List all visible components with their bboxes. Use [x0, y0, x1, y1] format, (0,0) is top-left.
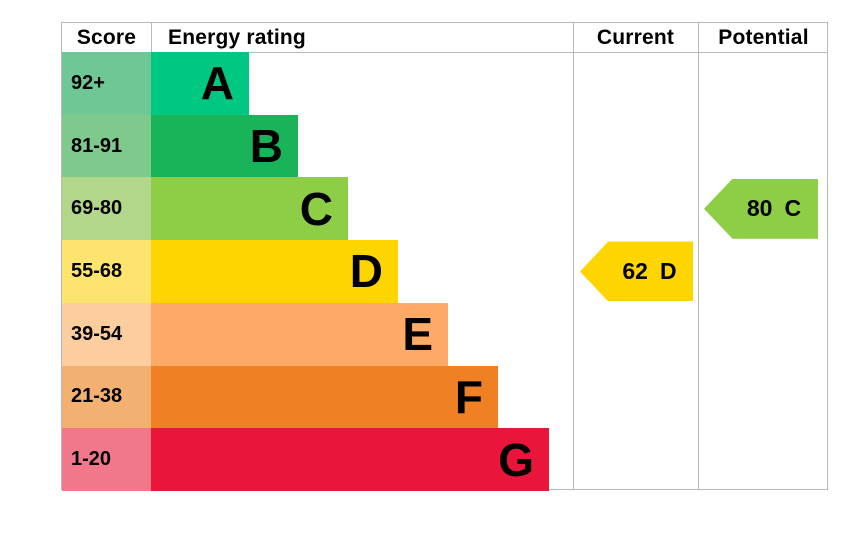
- band-row-c: 69-80 C: [62, 177, 827, 241]
- band-row-g: 1-20 G: [62, 428, 827, 491]
- rating-bar-g: G: [151, 428, 549, 491]
- potential-column-header: Potential: [718, 25, 809, 49]
- band-row-f: 21-38 F: [62, 365, 827, 429]
- score-range-cell-c: 69-80: [62, 177, 151, 241]
- rating-bar-c: C: [151, 177, 348, 241]
- rating-bar-e: E: [151, 302, 448, 366]
- current-score-value: 62: [622, 257, 648, 284]
- rating-letter-a: A: [200, 57, 234, 110]
- score-rating-divider-line: [151, 23, 152, 52]
- rating-bar-b: B: [151, 114, 298, 178]
- score-range-cell-a: 92+: [62, 52, 151, 115]
- current-potential-divider-line: [698, 23, 699, 489]
- current-rating-letter: D: [659, 257, 677, 284]
- rating-bar-f: F: [151, 365, 498, 429]
- score-range-cell-b: 81-91: [62, 114, 151, 178]
- band-row-b: 81-91 B: [62, 114, 827, 178]
- rating-bar-a: A: [151, 52, 249, 115]
- energy-rating-column-header: Energy rating: [168, 25, 306, 49]
- rating-letter-c: C: [299, 182, 333, 235]
- potential-score-value: 80: [746, 195, 773, 222]
- current-column-header: Current: [596, 25, 675, 49]
- score-range-cell-f: 21-38: [62, 365, 151, 429]
- band-row-d: 55-68 D: [62, 240, 827, 303]
- rating-bar-d: D: [151, 240, 398, 303]
- rating-letter-d: D: [349, 245, 383, 298]
- potential-rating-letter: C: [784, 195, 802, 222]
- band-row-a: 92+ A: [62, 52, 827, 115]
- potential-rating-arrow: 80 C: [704, 178, 818, 239]
- score-column-header: Score: [76, 25, 137, 49]
- score-range-cell-d: 55-68: [62, 240, 151, 303]
- rating-table: Score Energy rating Current Potential 92…: [61, 22, 828, 491]
- score-range-cell-g: 1-20: [62, 428, 151, 491]
- rating-letter-b: B: [249, 120, 283, 173]
- rating-letter-e: E: [402, 308, 433, 361]
- rating-letter-f: F: [454, 370, 483, 423]
- rating-letter-g: G: [498, 433, 534, 486]
- rating-current-divider-line: [573, 23, 574, 489]
- header-divider-line: [62, 52, 827, 53]
- band-row-e: 39-54 E: [62, 302, 827, 366]
- score-range-cell-e: 39-54: [62, 302, 151, 366]
